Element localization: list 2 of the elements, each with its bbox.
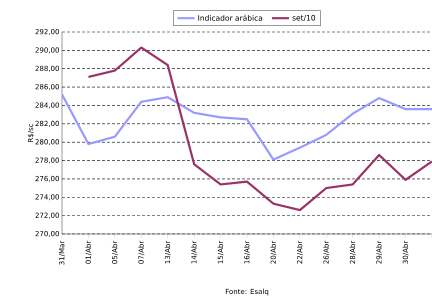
line-series <box>62 93 432 161</box>
line-series <box>87 46 432 212</box>
